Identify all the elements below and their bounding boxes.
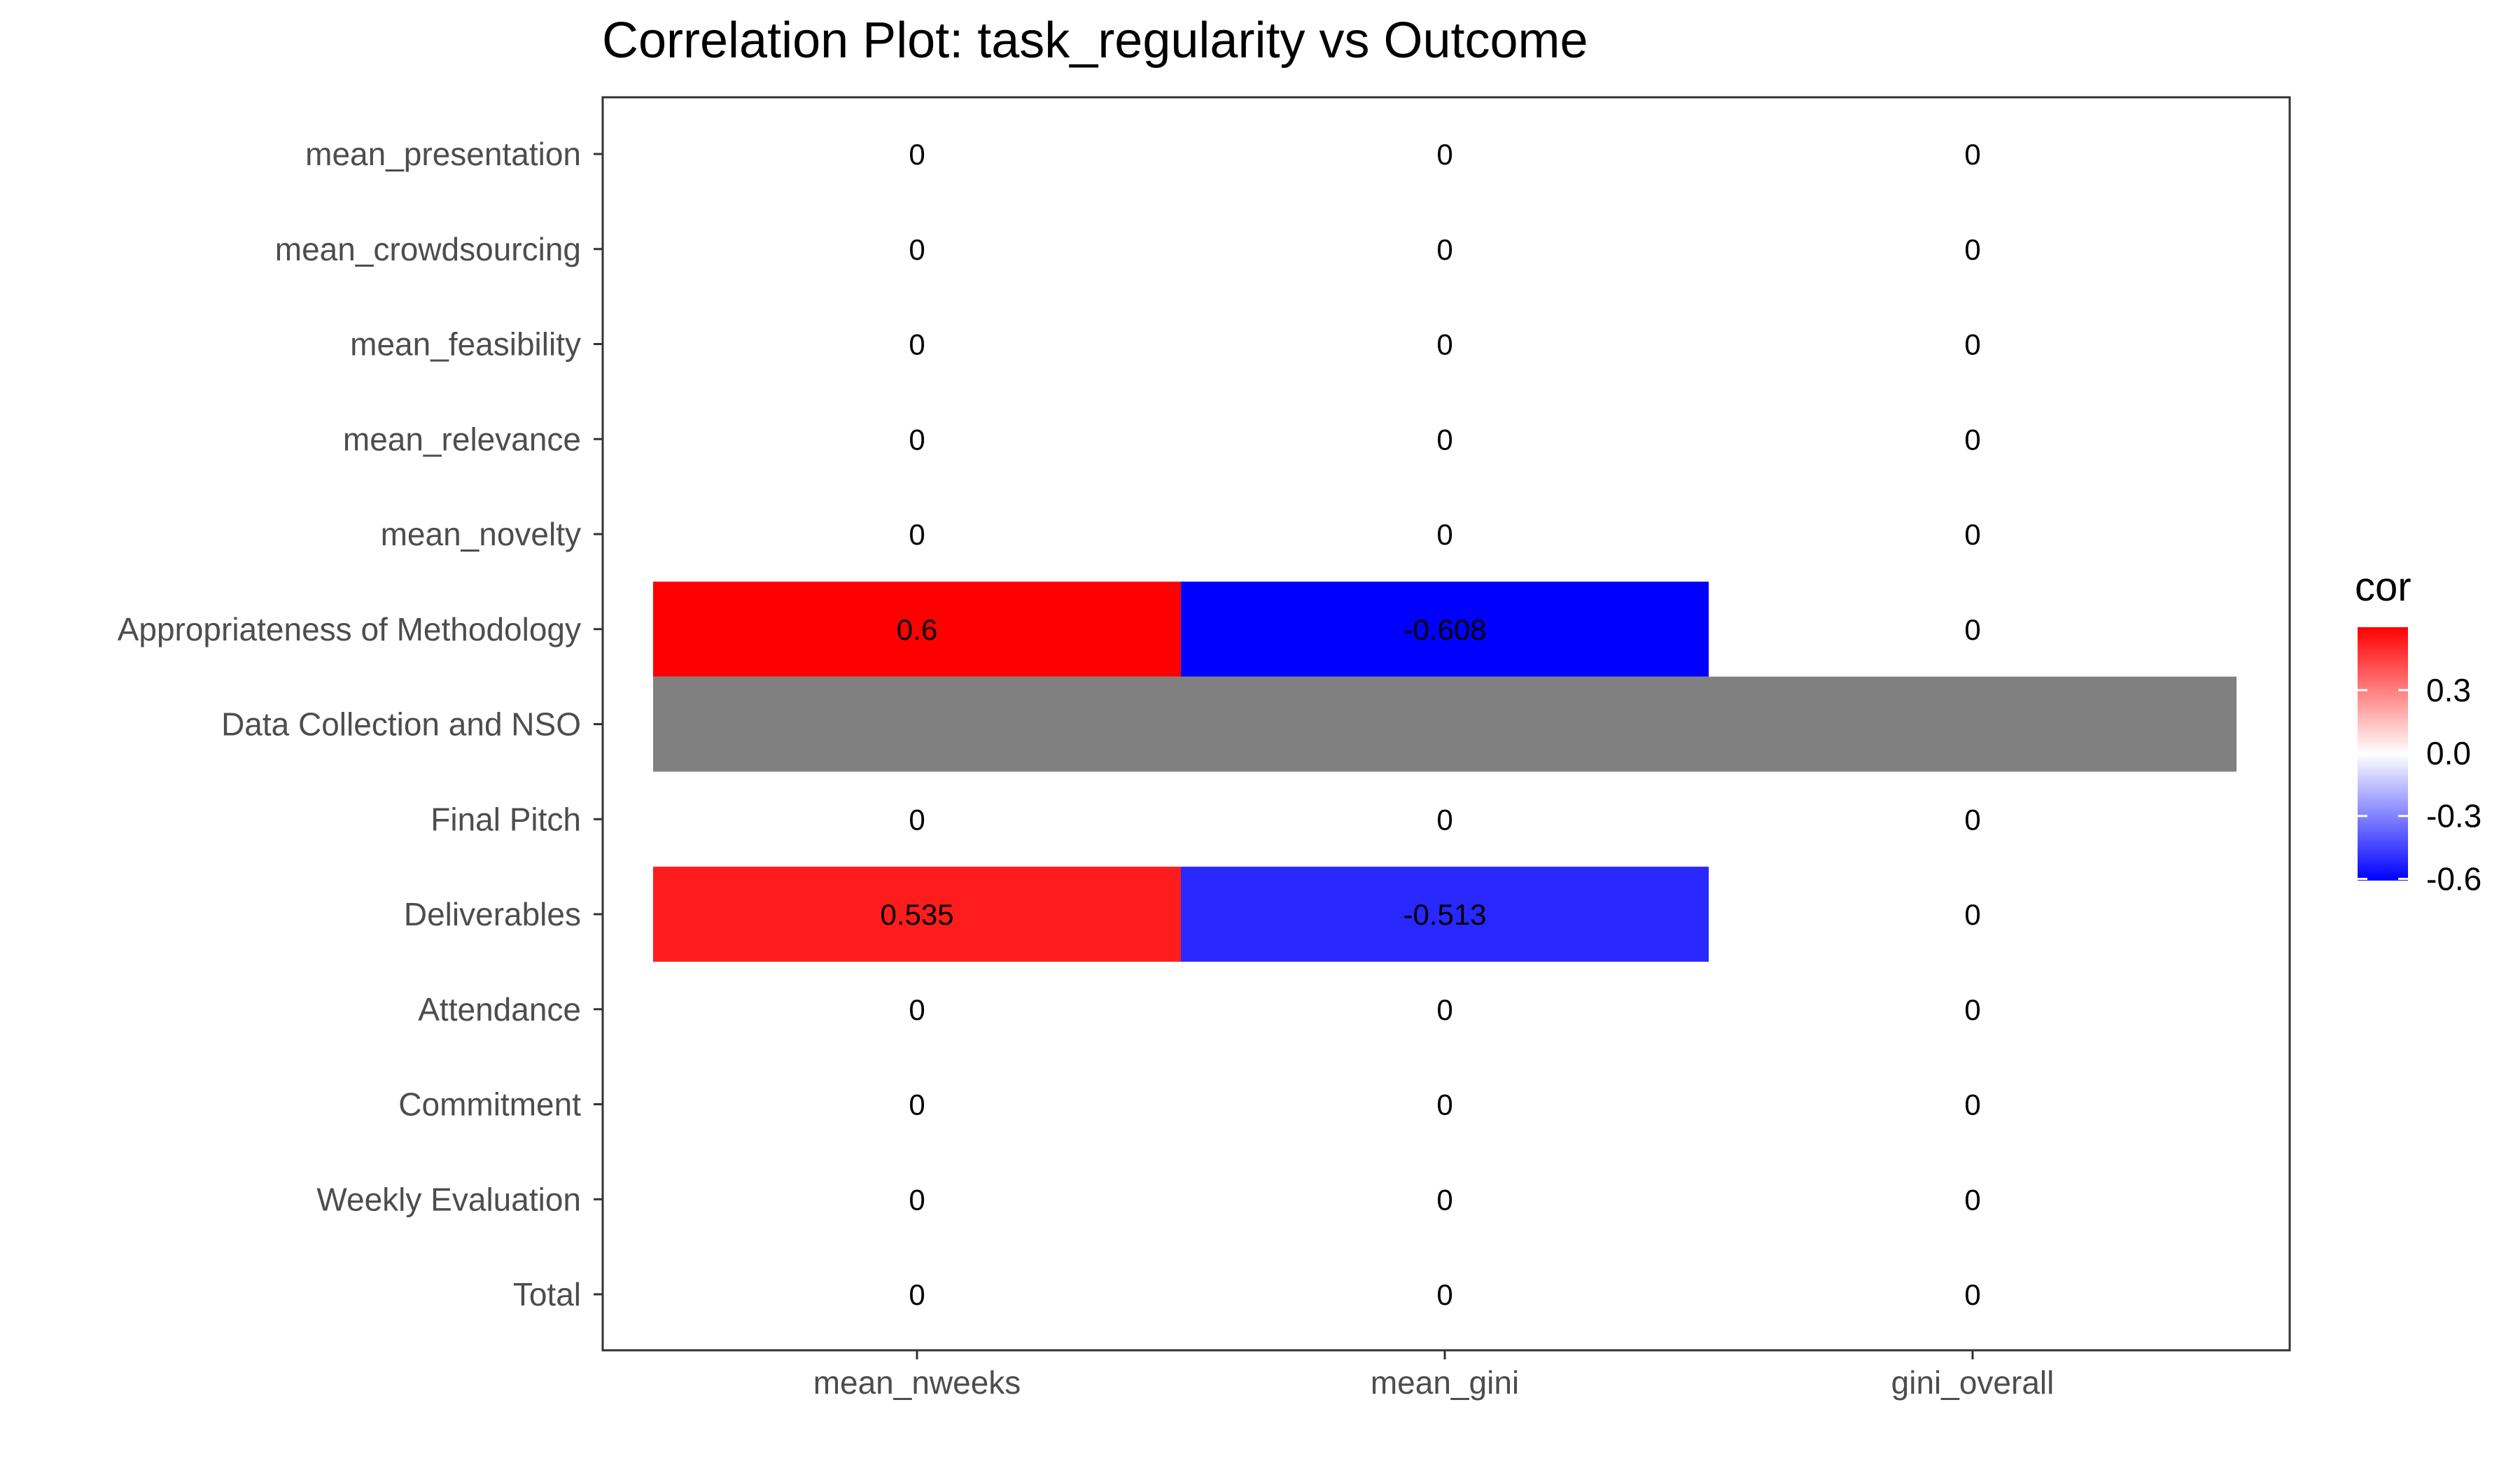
legend-tick-label: 0.3 <box>2426 672 2471 708</box>
cell-value-label: 0 <box>909 1278 925 1311</box>
color-legend: cor 0.3 0.0 -0.3 -0.6 <box>2355 564 2482 897</box>
x-axis: mean_nweeks mean_gini gini_overall <box>813 1350 2054 1401</box>
cell-value-label: 0 <box>909 423 925 456</box>
y-tick-label: mean_crowdsourcing <box>275 231 581 267</box>
cell-value-label: 0 <box>1436 328 1452 361</box>
cell-value-label: 0 <box>1964 138 1980 171</box>
x-tick-label: mean_gini <box>1371 1364 1519 1401</box>
cell-value-label: 0 <box>1964 803 1980 836</box>
cell-value-label: 0 <box>909 328 925 361</box>
y-tick-label: Deliverables <box>404 896 581 932</box>
y-tick-label: mean_relevance <box>343 421 581 457</box>
cell-value-label: 0 <box>1964 233 1980 266</box>
cell-value-label: 0 <box>909 1088 925 1121</box>
legend-tick-label: 0.0 <box>2426 735 2471 771</box>
cell-value-label: 0.535 <box>880 898 953 931</box>
cell-value-label: 0 <box>909 803 925 836</box>
y-tick-label: Final Pitch <box>430 801 581 837</box>
cell-value-label: -0.513 <box>1403 898 1486 931</box>
cell-value-label: 0 <box>909 138 925 171</box>
cell-value-label: 0 <box>909 233 925 266</box>
heatmap-cell <box>1181 867 1709 962</box>
legend-title: cor <box>2355 564 2412 610</box>
cell-value-label: 0 <box>1436 138 1452 171</box>
x-tick-label: mean_nweeks <box>813 1364 1021 1401</box>
cell-value-label: 0 <box>1964 1088 1980 1121</box>
y-tick-label: mean_feasibility <box>350 326 581 363</box>
heatmap-cell <box>1181 581 1709 677</box>
y-tick-label: Data Collection and NSO <box>221 706 581 743</box>
cell-value-label: 0 <box>1436 1183 1452 1216</box>
cell-value-label: 0 <box>1436 993 1452 1026</box>
heatmap-cell <box>653 867 1181 962</box>
cell-value-label: 0 <box>1964 993 1980 1026</box>
y-tick-label: Total <box>513 1276 581 1312</box>
y-tick-label: mean_novelty <box>381 516 581 552</box>
cell-value-label: 0 <box>1436 423 1452 456</box>
chart-title: Correlation Plot: task_regularity vs Out… <box>602 13 1588 69</box>
cell-value-label: 0 <box>1964 423 1980 456</box>
cell-value-label: 0.6 <box>897 613 937 646</box>
cell-value-label: 0 <box>909 518 925 551</box>
cell-value-label: 0 <box>1964 613 1980 646</box>
legend-tick-label: -0.3 <box>2426 798 2482 834</box>
heatmap-cell-labels: 0 0 0 0 0 0 0 0 0 0 0 0 0 0 0 0.6 -0.608 0 0 0 0 0.535 -0.513 0… <box>880 138 1980 1311</box>
cell-value-label: 0 <box>1436 233 1452 266</box>
y-tick-label: Appropriateness of Methodology <box>118 611 581 648</box>
x-tick-label: gini_overall <box>1891 1364 2054 1401</box>
cell-value-label: 0 <box>909 1183 925 1216</box>
y-tick-label: Attendance <box>418 991 581 1028</box>
cell-value-label: 0 <box>1964 518 1980 551</box>
cell-value-label: 0 <box>1964 328 1980 361</box>
heatmap-cell <box>653 581 1181 677</box>
cell-value-label: 0 <box>909 993 925 1026</box>
cell-value-label: 0 <box>1964 898 1980 931</box>
y-tick-label: Weekly Evaluation <box>316 1181 581 1217</box>
cell-value-label: 0 <box>1436 1278 1452 1311</box>
y-axis: mean_presentation mean_crowdsourcing mean_… <box>118 136 603 1312</box>
cell-value-label: 0 <box>1964 1278 1980 1311</box>
cell-value-label: 0 <box>1964 1183 1980 1216</box>
cell-value-label: -0.608 <box>1403 613 1486 646</box>
heatmap-cell-na-row <box>653 676 2236 772</box>
y-tick-label: mean_presentation <box>305 136 581 172</box>
cell-value-label: 0 <box>1436 803 1452 836</box>
cell-value-label: 0 <box>1436 518 1452 551</box>
heatmap-cells <box>653 581 2236 962</box>
legend-tick-label: -0.6 <box>2426 861 2482 897</box>
cell-value-label: 0 <box>1436 1088 1452 1121</box>
y-tick-label: Commitment <box>398 1086 581 1123</box>
